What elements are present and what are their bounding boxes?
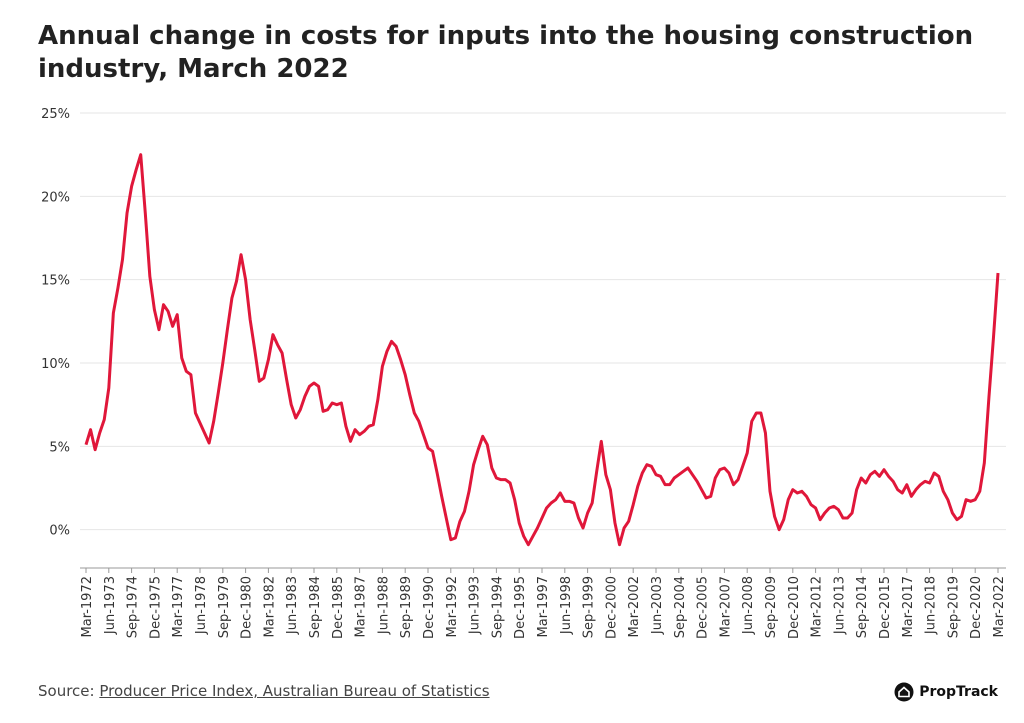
x-tick-label: Jun-1978	[194, 576, 209, 635]
x-tick-label: Dec-1990	[422, 576, 437, 639]
x-tick-label: Dec-2005	[696, 576, 711, 639]
y-tick-label: 25%	[41, 107, 70, 122]
y-tick-label: 0%	[49, 524, 70, 539]
x-tick-label: Jun-1998	[559, 576, 574, 635]
x-tick-label: Sep-1999	[582, 576, 597, 638]
x-tick-label: Dec-2015	[878, 576, 893, 639]
x-tick-label: Sep-2019	[946, 576, 961, 638]
y-tick-label: 20%	[41, 190, 70, 205]
x-tick-label: Sep-2014	[855, 576, 870, 638]
x-tick-label: Sep-2009	[764, 576, 779, 638]
y-tick-label: 5%	[49, 440, 70, 455]
brand-icon	[894, 682, 914, 702]
x-tick-label: Jun-2003	[650, 576, 665, 635]
x-tick-label: Jun-1973	[103, 576, 118, 635]
x-tick-label: Mar-2012	[810, 576, 825, 637]
x-tick-label: Sep-1984	[308, 576, 323, 638]
x-tick-label: Jun-2008	[741, 576, 756, 635]
x-tick-label: Jun-2018	[924, 576, 939, 635]
x-tick-label: Mar-2022	[992, 576, 1007, 637]
data-line	[84, 153, 1000, 547]
source-prefix: Source:	[38, 682, 95, 700]
x-tick-label: Mar-2002	[627, 576, 642, 637]
x-tick-label: Dec-2010	[787, 576, 802, 639]
x-tick-label: Mar-1982	[262, 576, 277, 637]
x-tick-label: Mar-1972	[80, 576, 95, 637]
x-tick-label: Jun-1993	[468, 576, 483, 635]
brand: PropTrack	[894, 682, 998, 702]
x-tick-label: Mar-1992	[445, 576, 460, 637]
x-tick-label: Sep-1994	[490, 576, 505, 638]
x-tick-label: Dec-1975	[148, 576, 163, 639]
x-tick-label: Mar-2007	[718, 576, 733, 637]
x-tick-label: Sep-1989	[399, 576, 414, 638]
x-tick-label: Mar-2017	[901, 576, 916, 637]
x-tick-label: Mar-1997	[536, 576, 551, 637]
x-tick-label: Sep-1979	[217, 576, 232, 638]
y-tick-label: 15%	[41, 274, 70, 289]
x-tick-label: Mar-1977	[171, 576, 186, 637]
source: Source: Producer Price Index, Australian…	[38, 682, 490, 700]
x-tick-label: Jun-1983	[285, 576, 300, 635]
x-tick-label: Dec-2000	[604, 576, 619, 639]
brand-name: PropTrack	[919, 684, 998, 700]
x-tick-label: Dec-2020	[969, 576, 984, 639]
y-tick-label: 10%	[41, 357, 70, 372]
x-tick-label: Dec-1985	[331, 576, 346, 639]
x-tick-label: Jun-2013	[832, 576, 847, 635]
x-tick-label: Sep-2004	[673, 576, 688, 638]
x-tick-label: Mar-1987	[354, 576, 369, 637]
x-tick-label: Dec-1995	[513, 576, 528, 639]
x-tick-label: Sep-1974	[126, 576, 141, 638]
x-tick-label: Jun-1988	[376, 576, 391, 635]
source-link[interactable]: Producer Price Index, Australian Bureau …	[99, 682, 490, 700]
x-tick-label: Dec-1980	[240, 576, 255, 639]
chart-title: Annual change in costs for inputs into t…	[38, 21, 974, 84]
